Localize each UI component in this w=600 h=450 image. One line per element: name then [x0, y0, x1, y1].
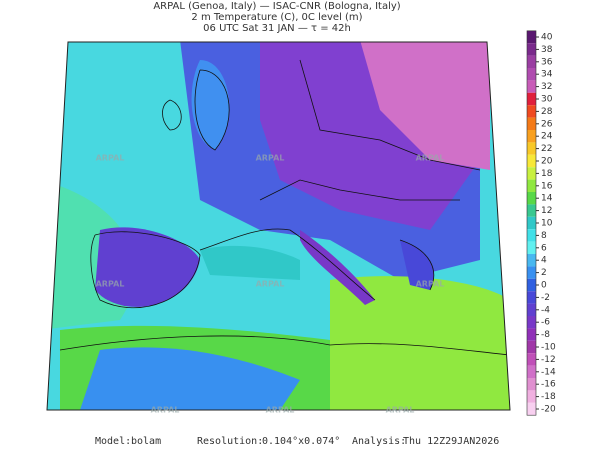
colorbar-band	[527, 316, 536, 329]
colorbar-band	[527, 204, 536, 217]
footer-text: Thu 12Z29JAN2026	[403, 436, 499, 447]
footer-text: Analysis:	[352, 436, 406, 447]
colorbar-tick-label: -2	[541, 293, 550, 303]
colorbar-tick-label: 0	[541, 281, 547, 291]
colorbar-band	[527, 43, 536, 56]
colorbar-band	[527, 167, 536, 180]
colorbar-tick-label: 8	[541, 231, 547, 241]
colorbar-tick-label: 24	[541, 132, 553, 142]
footer-text: 0.104°x0.074°	[262, 436, 340, 447]
title-line: 2 m Temperature (C), 0C level (m)	[191, 12, 362, 23]
colorbar-band	[527, 105, 536, 118]
colorbar-tick-label: 4	[541, 256, 547, 266]
footer-text: Model:	[95, 436, 131, 447]
colorbar-band	[527, 254, 536, 267]
colorbar-band	[527, 192, 536, 205]
colorbar-band	[527, 55, 536, 68]
colorbar-band	[527, 390, 536, 403]
colorbar-tick-label: -12	[541, 355, 556, 365]
colorbar-tick-label: -14	[541, 367, 556, 377]
colorbar-tick-label: 12	[541, 206, 552, 216]
watermark: ARPAL	[256, 154, 285, 163]
colorbar-tick-label: -6	[541, 318, 550, 328]
watermark: ARPAL	[151, 406, 180, 415]
colorbar-tick-label: -18	[541, 392, 556, 402]
colorbar-band	[527, 117, 536, 130]
title-line: ARPAL (Genoa, Italy) — ISAC-CNR (Bologna…	[153, 1, 400, 12]
colorbar-tick-label: 26	[541, 119, 553, 129]
colorbar-tick-label: 6	[541, 243, 547, 253]
colorbar-band	[527, 30, 536, 44]
colorbar-band	[527, 353, 536, 366]
title-line: 06 UTC Sat 31 JAN — τ = 42h	[203, 23, 351, 34]
colorbar-band	[527, 340, 536, 354]
colorbar-band	[527, 328, 536, 341]
colorbar-tick-label: 2	[541, 268, 547, 278]
colorbar-tick-label: -20	[541, 405, 556, 415]
colorbar-tick-label: 38	[541, 45, 553, 55]
colorbar-tick-label: 28	[541, 107, 553, 117]
colorbar-band	[527, 278, 536, 292]
colorbar-tick-label: 36	[541, 57, 553, 67]
colorbar-tick-label: -8	[541, 330, 550, 340]
colorbar-tick-label: 30	[541, 95, 553, 105]
watermark: ARPAL	[96, 280, 125, 289]
watermark: ARPAL	[386, 406, 415, 415]
watermark: ARPAL	[256, 280, 285, 289]
colorbar-band	[527, 266, 536, 279]
colorbar-tick-label: -10	[541, 343, 556, 353]
watermark: ARPAL	[416, 154, 445, 163]
colorbar-tick-label: 40	[541, 33, 553, 43]
colorbar-band	[527, 80, 536, 93]
colorbar-band	[527, 241, 536, 254]
colorbar-band	[527, 154, 536, 168]
colorbar-band	[527, 378, 536, 391]
colorbar-band	[527, 365, 536, 378]
colorbar-tick-label: 20	[541, 157, 553, 167]
colorbar-tick-label: -4	[541, 305, 550, 315]
colorbar-tick-label: 22	[541, 144, 552, 154]
watermark: ARPAL	[416, 280, 445, 289]
colorbar-band	[527, 216, 536, 230]
colorbar-band	[527, 130, 536, 143]
watermark: ARPAL	[266, 406, 295, 415]
colorbar-band	[527, 92, 536, 106]
colorbar-tick-label: 34	[541, 70, 553, 80]
colorbar-tick-label: 16	[541, 181, 553, 191]
colorbar-band	[527, 291, 536, 304]
colorbar-tick-label: 32	[541, 82, 552, 92]
colorbar-tick-label: 10	[541, 219, 553, 229]
colorbar-band	[527, 229, 536, 242]
footer-text: Resolution:	[197, 436, 263, 447]
colorbar-band	[527, 68, 536, 81]
footer-text: bolam	[131, 436, 161, 447]
colorbar-band	[527, 303, 536, 316]
map-frame	[46, 41, 511, 411]
colorbar-band	[527, 179, 536, 192]
watermark: ARPAL	[96, 154, 125, 163]
colorbar-tick-label: 14	[541, 194, 553, 204]
colorbar-tick-label: -16	[541, 380, 556, 390]
colorbar-band	[527, 402, 536, 416]
map	[47, 42, 510, 410]
colorbar-tick-label: 18	[541, 169, 553, 179]
colorbar-band	[527, 142, 536, 155]
